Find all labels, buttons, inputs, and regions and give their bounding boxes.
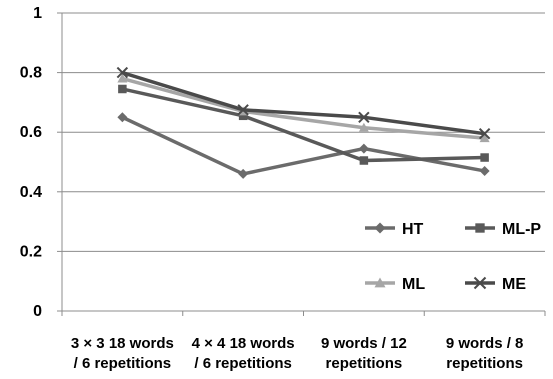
data-point bbox=[358, 111, 370, 124]
data-point bbox=[117, 73, 128, 83]
gridlines bbox=[62, 12, 545, 252]
legend: HT ML-P ML ME bbox=[365, 221, 541, 293]
y-tick-label: 0.4 bbox=[20, 184, 42, 201]
series-me bbox=[116, 66, 491, 140]
legend-item: ML-P bbox=[465, 221, 541, 238]
y-tick-label: 1 bbox=[33, 5, 42, 22]
data-point bbox=[117, 112, 128, 123]
x-tick-label-line: / 6 repetitions bbox=[74, 355, 172, 372]
x-marker-stroke bbox=[358, 111, 370, 124]
x-marker bbox=[473, 276, 487, 290]
series-ht bbox=[117, 112, 490, 179]
data-point bbox=[358, 143, 369, 154]
data-point bbox=[237, 104, 249, 116]
series-line bbox=[121, 76, 485, 140]
x-tick-label: 9 words / 8 repetitions bbox=[446, 335, 524, 372]
y-tick-label: 0.2 bbox=[20, 243, 42, 260]
y-tick-label: 0.6 bbox=[20, 124, 42, 141]
data-point bbox=[358, 122, 369, 132]
legend-label: ML-P bbox=[502, 221, 541, 238]
data-point bbox=[478, 127, 491, 140]
square-marker bbox=[475, 223, 485, 233]
x-marker-stroke bbox=[116, 66, 129, 79]
x-tick-label-line: 9 words / 8 bbox=[446, 335, 524, 352]
data-point bbox=[238, 111, 248, 121]
y-tick-label: 0.8 bbox=[20, 65, 42, 82]
data-point bbox=[116, 66, 129, 79]
legend-label: ML bbox=[402, 276, 425, 293]
y-tick-labels: 0 0.2 0.4 0.6 0.8 1 bbox=[20, 5, 62, 320]
data-point bbox=[359, 156, 369, 165]
legend-label: HT bbox=[402, 221, 424, 238]
x-marker-stroke bbox=[478, 127, 491, 140]
y-tick-label: 0 bbox=[33, 303, 42, 320]
x-tick-label-line: 4 × 4 18 words bbox=[192, 335, 295, 352]
series-line bbox=[121, 87, 485, 163]
x-tick-label-line: repetitions bbox=[326, 355, 403, 372]
series-group bbox=[116, 66, 491, 179]
triangle-marker bbox=[374, 277, 386, 288]
legend-label: ME bbox=[502, 276, 526, 293]
x-tick-label-line: repetitions bbox=[446, 355, 523, 372]
x-tick-label: 3 × 3 18 words / 6 repetitions bbox=[71, 335, 174, 372]
series-line bbox=[121, 70, 485, 136]
data-point bbox=[238, 168, 249, 179]
legend-item: ML bbox=[365, 276, 425, 293]
x-marker-stroke bbox=[237, 104, 249, 116]
legend-item: ME bbox=[465, 276, 526, 293]
x-marker-stroke bbox=[473, 276, 487, 290]
x-tick-label: 4 × 4 18 words / 6 repetitions bbox=[192, 335, 295, 372]
legend-item: HT bbox=[365, 221, 424, 238]
x-tick-label-line: / 6 repetitions bbox=[194, 355, 292, 372]
x-tick-label: 9 words / 12 repetitions bbox=[321, 335, 407, 372]
x-tick-label-line: 9 words / 12 bbox=[321, 335, 407, 352]
data-point bbox=[118, 84, 127, 94]
series-ml-p bbox=[118, 84, 489, 165]
data-point bbox=[479, 133, 490, 143]
data-point bbox=[479, 165, 490, 176]
x-tick-label-line: 3 × 3 18 words bbox=[71, 335, 174, 352]
data-point bbox=[480, 153, 489, 162]
diamond-marker bbox=[374, 222, 386, 234]
